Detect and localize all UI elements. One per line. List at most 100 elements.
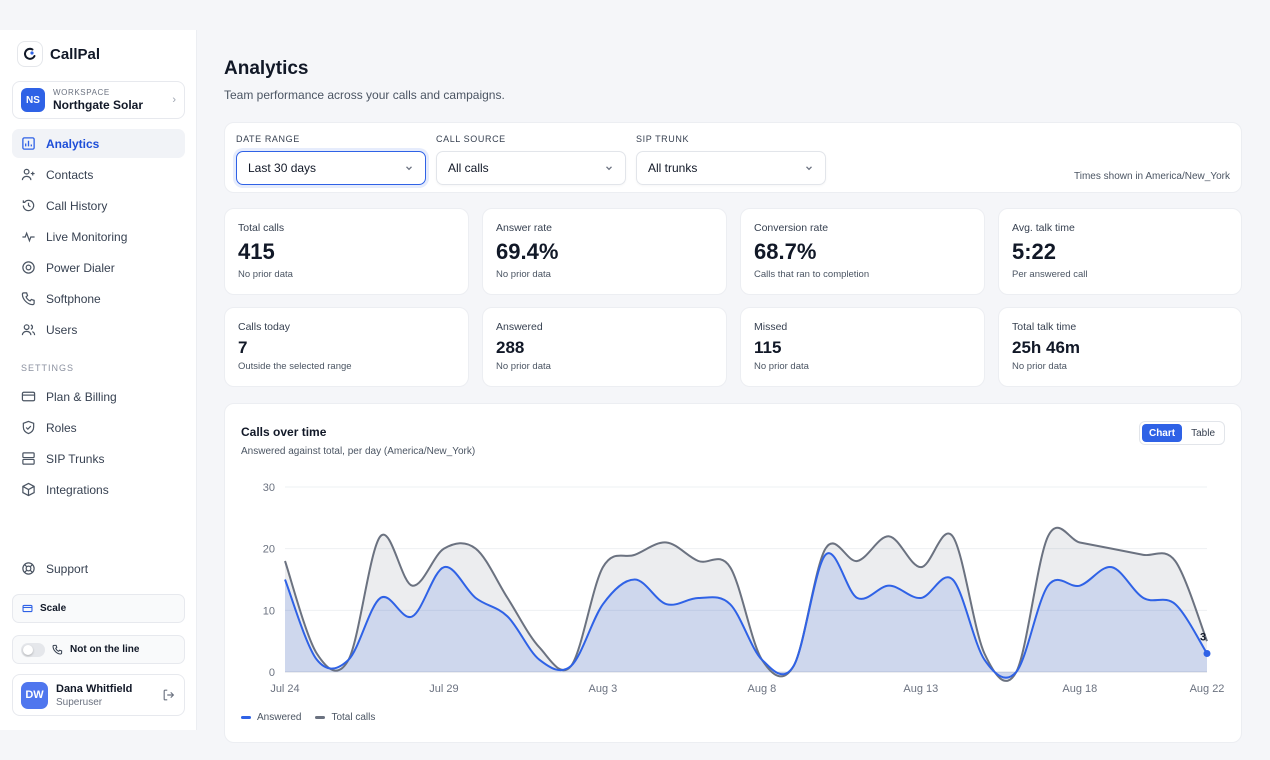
- support-link-wrap: Support: [12, 554, 185, 585]
- user-name: Dana Whitfield: [56, 682, 133, 695]
- nav-label: Roles: [46, 420, 77, 435]
- stat-value: 25h 46m: [1012, 338, 1081, 357]
- lifebuoy-icon: [22, 562, 35, 575]
- nav-label: Softphone: [46, 291, 101, 306]
- workspace-switcher[interactable]: NS WORKSPACE Northgate Solar ›: [12, 81, 185, 119]
- sip-trunk-select[interactable]: All trunks: [636, 151, 826, 185]
- nav-item-users[interactable]: Users: [12, 315, 185, 344]
- settings-section-label: SETTINGS: [21, 363, 75, 373]
- plan-name: Scale: [40, 603, 67, 614]
- call-source-select[interactable]: All calls: [436, 151, 626, 185]
- shield-icon: [22, 420, 35, 435]
- stat-value: 415: [238, 239, 275, 264]
- stat-card-answered: Answered 288 No prior data: [482, 307, 727, 387]
- nav-label: Plan & Billing: [46, 389, 117, 404]
- nav-item-integrations[interactable]: Integrations: [12, 475, 185, 504]
- nav-label: Live Monitoring: [46, 229, 128, 244]
- nav-item-softphone[interactable]: Softphone: [12, 284, 185, 313]
- page-title: Analytics: [224, 58, 309, 79]
- nav-item-plan-billing[interactable]: Plan & Billing: [12, 382, 185, 411]
- x-tick-label: Aug 18: [1062, 683, 1097, 695]
- brand[interactable]: CallPal: [18, 42, 100, 66]
- date-range-value: Last 30 days: [248, 161, 317, 175]
- stat-label: Conversion rate: [754, 222, 829, 234]
- sip-trunk-value: All trunks: [648, 161, 698, 175]
- stat-value: 7: [238, 338, 248, 357]
- y-tick-label: 0: [269, 667, 275, 679]
- user-role: Superuser: [56, 696, 103, 708]
- stat-card-answer-rate: Answer rate 69.4% No prior data: [482, 208, 727, 295]
- stat-value: 68.7%: [754, 239, 817, 264]
- stat-card-total-calls: Total calls 415 No prior data: [224, 208, 469, 295]
- x-tick-label: Jul 29: [429, 683, 458, 695]
- stat-card-total-talk-time: Total talk time 25h 46m No prior data: [998, 307, 1242, 387]
- workspace-avatar: NS: [21, 88, 45, 112]
- page-subtitle: Team performance across your calls and c…: [224, 88, 505, 102]
- x-tick-label: Aug 8: [748, 683, 777, 695]
- x-tick-label: Aug 22: [1190, 683, 1225, 695]
- table-view-button[interactable]: Table: [1191, 427, 1215, 439]
- stat-label: Answered: [496, 321, 543, 333]
- bar-chart-icon: [22, 137, 35, 150]
- nav-item-sip-trunks[interactable]: SIP Trunks: [12, 444, 185, 473]
- legend-swatch: [315, 716, 326, 719]
- chart-view-button[interactable]: Chart: [1141, 424, 1183, 442]
- nav-item-contacts[interactable]: Contacts: [12, 160, 185, 189]
- nav-item-analytics[interactable]: Analytics: [12, 129, 185, 158]
- stat-label: Calls today: [238, 321, 290, 333]
- sip-trunk-filter: SIP TRUNK All trunks: [636, 134, 826, 185]
- stat-label: Total talk time: [1012, 321, 1077, 333]
- card-icon: [22, 604, 33, 613]
- stat-note: No prior data: [1012, 361, 1067, 372]
- brand-name: CallPal: [50, 45, 101, 63]
- stat-value: 115: [754, 338, 782, 357]
- call-source-value: All calls: [448, 161, 489, 175]
- avatar: DW: [21, 681, 48, 709]
- sip-trunk-label: SIP TRUNK: [636, 134, 690, 144]
- x-tick-label: Aug 3: [589, 683, 618, 695]
- chevron-down-icon: [606, 166, 612, 171]
- dial-icon: [22, 261, 35, 274]
- logout-icon[interactable]: [162, 688, 176, 702]
- nav-label: Support: [46, 561, 89, 576]
- nav-item-support[interactable]: Support: [12, 554, 185, 583]
- filter-bar: DATE RANGE Last 30 days CALL SOURCE All …: [224, 122, 1242, 193]
- nav-label: Analytics: [46, 136, 100, 151]
- stat-value: 288: [496, 338, 525, 357]
- chevron-right-icon: ›: [172, 94, 176, 106]
- phone-icon: [52, 644, 63, 655]
- answered-area: [285, 553, 1207, 678]
- nav-item-call-history[interactable]: Call History: [12, 191, 185, 220]
- nav-item-live-monitoring[interactable]: Live Monitoring: [12, 222, 185, 251]
- stat-card-avg-talk-time: Avg. talk time 5:22 Per answered call: [998, 208, 1242, 295]
- nav-label: Call History: [46, 198, 108, 213]
- stat-note: Calls that ran to completion: [754, 269, 870, 280]
- call-source-filter: CALL SOURCE All calls: [436, 134, 626, 185]
- legend-item-answered[interactable]: Answered: [241, 712, 301, 723]
- y-tick-label: 10: [263, 605, 275, 617]
- chart-subtitle: Answered against total, per day (America…: [241, 446, 476, 457]
- workspace-kicker: WORKSPACE: [53, 88, 110, 97]
- chevron-down-icon: [806, 166, 812, 171]
- workspace-name: Northgate Solar: [53, 98, 144, 112]
- on-line-toggle[interactable]: [21, 642, 45, 657]
- callpal-logo-icon: [18, 42, 42, 66]
- date-range-select[interactable]: Last 30 days: [236, 151, 426, 185]
- activity-icon: [22, 231, 35, 243]
- legend-item-total-calls[interactable]: Total calls: [315, 712, 375, 723]
- sidebar: CallPal NS WORKSPACE Northgate Solar › A…: [0, 30, 197, 730]
- stat-label: Answer rate: [496, 222, 553, 234]
- legend-swatch: [241, 716, 251, 719]
- nav-item-power-dialer[interactable]: Power Dialer: [12, 253, 185, 282]
- stat-note: No prior data: [238, 269, 293, 280]
- stat-note: No prior data: [754, 361, 809, 372]
- server-icon: [22, 452, 35, 465]
- chart-legend: Answered Total calls: [241, 712, 375, 723]
- x-tick-label: Jul 24: [270, 683, 299, 695]
- stat-label: Total calls: [238, 222, 285, 234]
- nav-item-roles[interactable]: Roles: [12, 413, 185, 442]
- plan-chip[interactable]: Scale: [12, 594, 185, 623]
- stat-card-conversion-rate: Conversion rate 68.7% Calls that ran to …: [740, 208, 985, 295]
- user-plus-icon: [21, 168, 35, 181]
- stat-label: Avg. talk time: [1012, 222, 1075, 234]
